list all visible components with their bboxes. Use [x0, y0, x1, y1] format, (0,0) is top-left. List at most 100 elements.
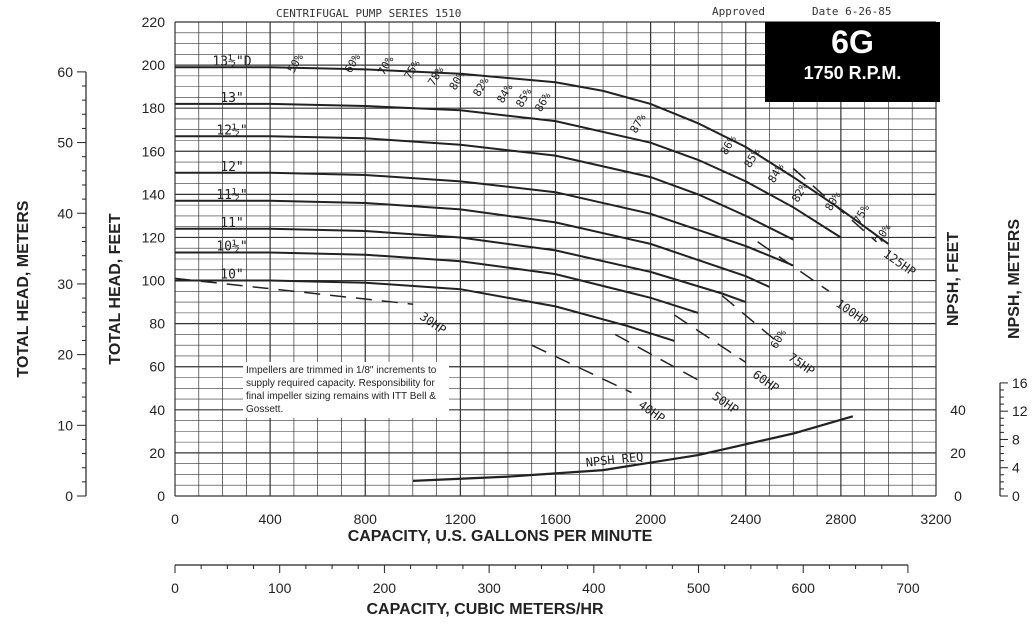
date-label: Date 6-26-85 [812, 5, 892, 18]
horsepower-label: 30HP [417, 309, 449, 337]
npsh-meters-tick-label: 0 [1012, 488, 1020, 504]
horsepower-line [531, 344, 632, 394]
y-tick-label: 80 [149, 316, 165, 332]
horsepower-line [174, 277, 413, 305]
impeller-curve [175, 227, 747, 304]
impeller-label: 12½" [216, 123, 247, 138]
horsepower-label: 50HP [710, 389, 742, 417]
chart-grid [174, 21, 937, 497]
m3h-tick-label: 500 [687, 580, 711, 596]
efficiency-label: 80% [447, 68, 468, 92]
horsepower-line [614, 333, 706, 385]
impeller-label: 12" [220, 160, 243, 175]
model-badge: 6G 1750 R.P.M. [765, 22, 940, 102]
npsh-meters-tick-label: 4 [1012, 460, 1020, 476]
y-tick-label: 0 [157, 488, 165, 504]
y-tick-label: 200 [142, 57, 166, 73]
approved-label: Approved [712, 5, 765, 18]
efficiency-label: 50% [285, 51, 306, 75]
y-tick-label: 20 [149, 445, 165, 461]
model-speed: 1750 R.P.M. [803, 63, 902, 83]
efficiency-label: 70% [375, 53, 396, 77]
y-label-meters: TOTAL HEAD, METERS [15, 200, 32, 378]
x-tick-label: 2800 [825, 511, 856, 527]
m3h-tick-label: 300 [477, 580, 501, 596]
meters-tick-label: 60 [57, 64, 73, 80]
npsh-feet-tick-label: 0 [954, 488, 962, 504]
y-tick-label: 60 [149, 359, 165, 375]
y-tick-label: 160 [142, 143, 166, 159]
y-tick-label: 100 [142, 273, 166, 289]
horsepower-line [757, 241, 830, 292]
impeller-note: Impellers are trimmed in 1/8" increments… [243, 362, 449, 418]
x-tick-label: 2400 [730, 511, 761, 527]
impeller-curve [175, 135, 794, 241]
efficiency-label: 78% [425, 64, 446, 88]
efficiency-label: 86% [532, 90, 553, 114]
horsepower-label: 40HP [636, 398, 668, 426]
x-tick-label: 3200 [920, 511, 951, 527]
npsh-required-label: NPSH REQ [585, 450, 644, 470]
impeller-curve [175, 171, 794, 267]
npsh-meters-tick-label: 12 [1012, 403, 1028, 419]
x-tick-label: 2000 [635, 511, 666, 527]
meters-tick-label: 50 [57, 135, 73, 151]
x-tick-label: 400 [258, 511, 282, 527]
npsh-required-curve [412, 415, 854, 482]
x-label-m3h: CAPACITY, CUBIC METERS/HR [366, 601, 604, 618]
meters-tick-label: 20 [57, 347, 73, 363]
m3h-tick-label: 400 [582, 580, 606, 596]
impeller-curve [175, 251, 699, 314]
x-tick-label: 1200 [445, 511, 476, 527]
efficiency-label: 87% [627, 111, 648, 135]
efficiency-label: 86% [718, 133, 739, 157]
efficiency-label: 84% [494, 81, 515, 105]
impeller-label: 11½" [216, 188, 247, 203]
impeller-curve [175, 279, 675, 342]
impeller-curve [175, 102, 842, 239]
efficiency-label: 75% [402, 58, 423, 82]
efficiency-label: 85% [742, 146, 763, 170]
y-tick-label: 180 [142, 100, 166, 116]
y-tick-label: 140 [142, 186, 166, 202]
efficiency-label: 84% [765, 161, 786, 185]
npsh-meters-tick-label: 8 [1012, 431, 1020, 447]
impeller-label: 11" [220, 216, 243, 231]
m3h-tick-label: 200 [373, 580, 397, 596]
m3h-tick-label: 0 [171, 580, 179, 596]
impeller-curve [175, 66, 889, 245]
impeller-curve [175, 199, 770, 288]
horsepower-line [792, 167, 877, 243]
horsepower-label: 75HP [786, 350, 818, 378]
y-tick-label: 40 [149, 402, 165, 418]
npsh-meters-tick-label: 16 [1012, 375, 1028, 391]
horsepower-line [673, 314, 747, 364]
npsh-feet-tick-label: 40 [950, 402, 966, 418]
efficiency-label: 60% [342, 51, 363, 75]
impeller-label: 13" [220, 91, 243, 106]
m3h-tick-label: 100 [268, 580, 292, 596]
impeller-label: 10" [220, 268, 243, 283]
horsepower-label: 125HP [881, 247, 919, 279]
impeller-label: 10½" [216, 240, 247, 255]
axes: 0 400 800 1200 1600 2000 2400 2800 3200020406080… [57, 14, 1027, 596]
impeller-label: 13½"D [212, 54, 251, 69]
impeller-curves: 13½"D 13" 12½" 12" 11½" 11" 10½" 10" [175, 54, 889, 342]
npsh-feet-tick-label: 20 [950, 445, 966, 461]
meters-tick-label: 10 [57, 417, 73, 433]
x-tick-label: 0 [171, 511, 179, 527]
y-label-feet: TOTAL HEAD, FEET [107, 213, 124, 365]
npsh-curve: NPSH REQ [412, 415, 854, 482]
x-tick-label: 1600 [540, 511, 571, 527]
npsh-meters-label: NPSH, METERS [1006, 219, 1023, 340]
efficiency-label: 60% [768, 327, 789, 351]
y-tick-label: 220 [142, 14, 166, 30]
efficiency-label: 82% [471, 75, 492, 99]
m3h-tick-label: 700 [896, 580, 920, 596]
efficiency-label: 82% [789, 180, 810, 204]
meters-tick-label: 40 [57, 205, 73, 221]
meters-tick-label: 30 [57, 276, 73, 292]
x-tick-label: 800 [354, 511, 378, 527]
model-number: 6G [831, 24, 874, 60]
